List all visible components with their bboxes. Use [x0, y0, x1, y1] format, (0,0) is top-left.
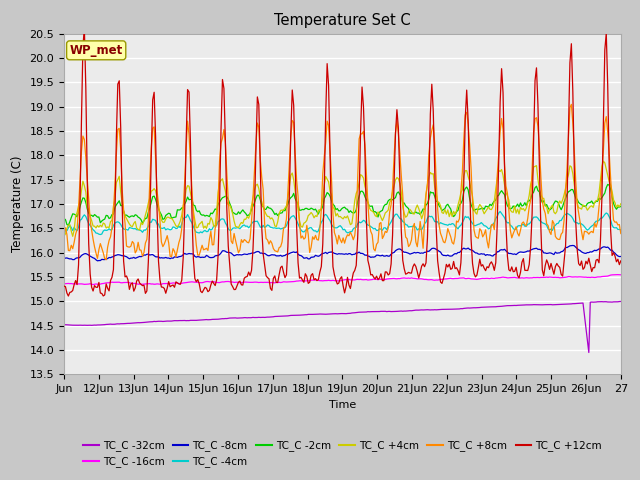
- Title: Temperature Set C: Temperature Set C: [274, 13, 411, 28]
- Legend: TC_C -32cm, TC_C -16cm, TC_C -8cm, TC_C -4cm, TC_C -2cm, TC_C +4cm, TC_C +8cm, T: TC_C -32cm, TC_C -16cm, TC_C -8cm, TC_C …: [79, 436, 606, 471]
- Y-axis label: Temperature (C): Temperature (C): [11, 156, 24, 252]
- Text: WP_met: WP_met: [70, 44, 123, 57]
- X-axis label: Time: Time: [329, 400, 356, 409]
